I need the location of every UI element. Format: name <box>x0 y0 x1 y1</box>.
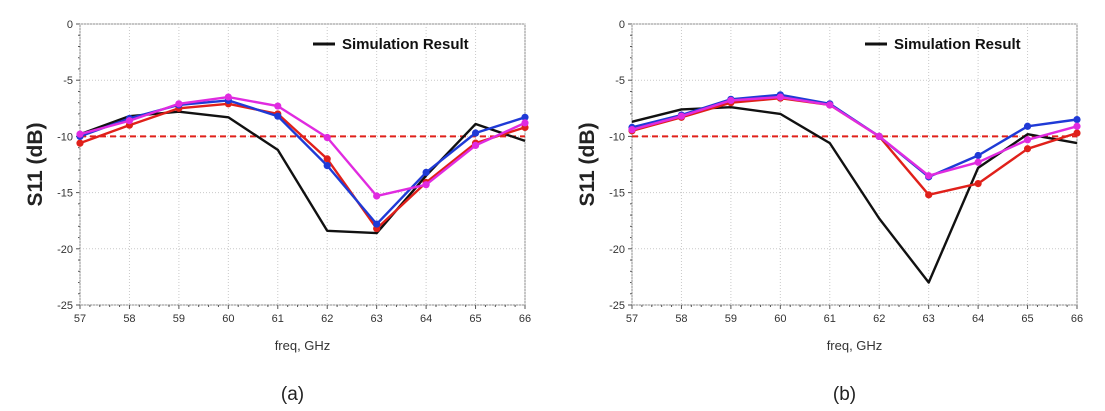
plot-area <box>631 23 1078 306</box>
y-tick-label: -25 <box>57 300 73 312</box>
series-1-point <box>974 180 982 188</box>
x-tick-label: 65 <box>469 313 481 325</box>
panel-caption: (b) <box>833 384 856 405</box>
series-1-point <box>1073 129 1081 137</box>
series-3-point <box>776 93 784 101</box>
y-tick-label: -5 <box>63 75 73 87</box>
series-simulation-result-line <box>79 110 526 235</box>
x-tick-label: 66 <box>1071 313 1083 325</box>
series-3-point <box>628 126 636 134</box>
x-tick-label: 58 <box>123 313 135 325</box>
series-3-point <box>274 102 282 110</box>
y-axis-label: S11 (dB) <box>24 122 47 206</box>
legend-label: Simulation Result <box>342 36 469 53</box>
x-tick-label: 60 <box>222 313 234 325</box>
series-3-point <box>471 141 480 149</box>
y-tick-label: -25 <box>609 300 625 312</box>
series-3-point <box>521 119 529 127</box>
y-tick-label: -20 <box>609 244 625 256</box>
chart-panel-b: 0 -5 -10 -15 -20 -25 57 58 59 60 61 62 63 64 65 66 Simul… <box>552 0 1104 411</box>
x-axis-label: freq, GHz <box>275 338 331 353</box>
y-tick-label: -15 <box>609 188 625 200</box>
series-2-point <box>422 168 430 176</box>
series-3-point <box>224 93 232 101</box>
y-tick-label: -20 <box>57 244 73 256</box>
y-tick-label: -10 <box>609 131 625 143</box>
x-tick-label: 59 <box>173 313 185 325</box>
y-tick-label: 0 <box>619 19 625 31</box>
y-axis-label: S11 (dB) <box>576 122 599 206</box>
series-3-point <box>1023 136 1032 144</box>
series-3-point <box>175 100 183 108</box>
series-2-point <box>521 113 529 121</box>
series-3-point <box>323 133 331 142</box>
series-2-point <box>471 129 480 137</box>
series-2-point <box>274 112 282 120</box>
x-tick-label: 61 <box>824 313 836 325</box>
x-tick-label: 61 <box>272 313 284 325</box>
series-2-point <box>373 220 381 228</box>
series-3-point <box>422 181 430 189</box>
chart-panel-a: 0 -5 -10 -15 -20 -25 57 58 59 60 61 62 63 64 65 66 Simul… <box>0 0 552 411</box>
series-2-point <box>1023 122 1032 130</box>
x-tick-label: 65 <box>1021 313 1033 325</box>
x-tick-label: 64 <box>972 313 984 325</box>
series-1-point <box>323 155 331 163</box>
series-3-point <box>875 132 883 140</box>
y-tick-label: -15 <box>57 188 73 200</box>
x-tick-label: 62 <box>873 313 885 325</box>
series-3-point <box>125 117 134 125</box>
series-3-point <box>826 101 834 109</box>
series-3-point <box>76 130 84 138</box>
x-tick-label: 59 <box>725 313 737 325</box>
panel-caption: (a) <box>281 384 304 405</box>
x-tick-label: 57 <box>626 313 638 325</box>
y-tick-label: -5 <box>615 75 625 87</box>
x-tick-label: 62 <box>321 313 333 325</box>
x-tick-label: 60 <box>774 313 786 325</box>
x-tick-label: 63 <box>371 313 383 325</box>
y-tick-label: 0 <box>67 19 73 31</box>
x-axis-label: freq, GHz <box>827 338 883 353</box>
series-2-point <box>323 162 331 170</box>
series-3-point <box>1073 122 1081 130</box>
series-3-point <box>925 172 933 180</box>
series-1-point <box>1023 145 1032 153</box>
series-measured-1-line <box>79 102 526 230</box>
x-tick-label: 58 <box>675 313 687 325</box>
series-3-point <box>373 192 381 200</box>
x-tick-label: 57 <box>74 313 86 325</box>
series-2-point <box>974 151 982 160</box>
series-1-point <box>925 191 933 199</box>
x-tick-label: 66 <box>519 313 531 325</box>
legend-label: Simulation Result <box>894 36 1021 53</box>
series-1-point <box>76 139 84 147</box>
series-2-point <box>1073 115 1081 124</box>
series-3-point <box>677 112 686 120</box>
series-measured-3-line <box>631 95 1078 177</box>
series-3-point <box>974 158 982 166</box>
series-measured-3-line <box>79 95 526 198</box>
y-tick-label: -10 <box>57 131 73 143</box>
series-3-point <box>727 96 735 105</box>
x-tick-label: 64 <box>420 313 432 325</box>
x-tick-label: 63 <box>923 313 935 325</box>
plot-area <box>79 23 526 306</box>
